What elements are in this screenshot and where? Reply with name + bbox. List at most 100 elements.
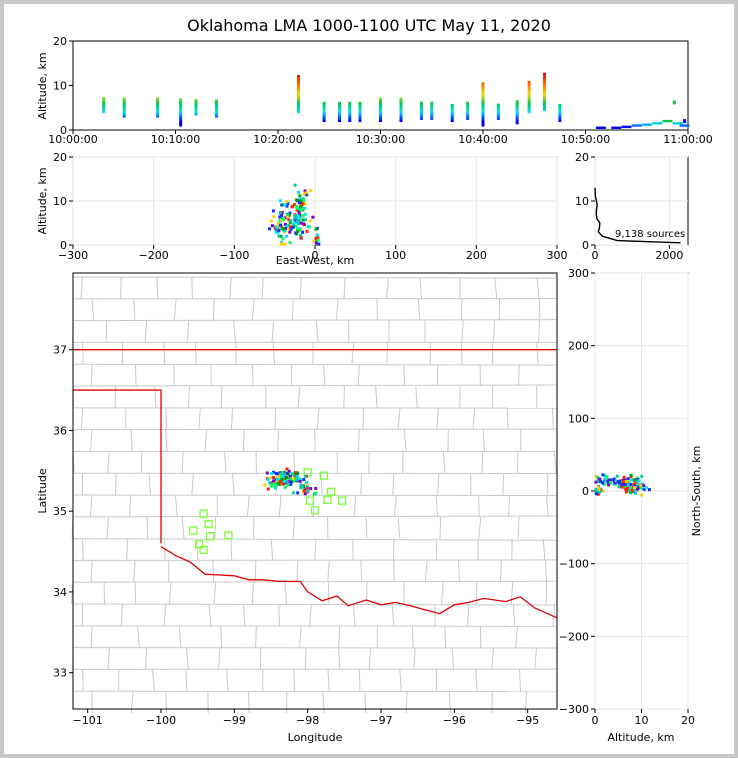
flash-source-mark <box>358 113 362 117</box>
ew-source-mark <box>301 199 305 203</box>
flash-source-mark <box>194 99 198 102</box>
flash-source-mark <box>322 103 326 107</box>
ns-source-mark <box>634 492 638 496</box>
county-line <box>106 516 110 539</box>
flash-source-mark <box>379 115 382 119</box>
flash-source-mark <box>297 78 300 82</box>
flash-source-mark <box>399 119 403 123</box>
hist-tick-label: 10 <box>575 195 589 208</box>
time-tick-label: 10:10:00 <box>151 133 200 146</box>
flash-source-mark <box>466 115 470 118</box>
flash-source-mark <box>481 84 485 87</box>
ns-source-mark <box>617 481 621 485</box>
county-line <box>185 647 189 670</box>
ew-source-mark <box>314 240 318 244</box>
ns-alt-tick-label: 20 <box>681 714 695 727</box>
flash-source-mark <box>179 124 183 127</box>
plan-source-mark <box>294 473 298 477</box>
ns-source-mark <box>595 488 599 492</box>
plan-source-mark <box>291 472 295 476</box>
flash-source-mark <box>466 113 470 116</box>
flash-source-mark <box>399 103 403 107</box>
ns-source-mark <box>613 481 617 485</box>
flash-source-mark <box>420 115 423 118</box>
ew-tick-label: −300 <box>58 249 88 262</box>
county-line <box>327 669 330 692</box>
county-line <box>304 647 307 670</box>
alt-tick-label: 20 <box>53 151 67 164</box>
lma-station-marker <box>199 545 208 555</box>
ns-source-mark <box>629 473 633 477</box>
flash-source-mark <box>297 102 300 106</box>
ew-source-mark <box>269 219 273 223</box>
flash-source-mark <box>156 107 160 110</box>
flash-source-mark <box>215 103 218 106</box>
plan-source-mark <box>276 481 280 485</box>
county-line <box>327 560 330 583</box>
flash-source-mark <box>515 120 519 123</box>
county-line <box>291 298 294 321</box>
ew-source-mark <box>302 222 306 226</box>
ew-source-mark <box>298 216 302 220</box>
ew-source-mark <box>303 212 307 216</box>
flash-source-mark <box>543 100 546 103</box>
plan-source-mark <box>288 479 292 483</box>
time-altitude-marks <box>102 72 690 129</box>
flash-source-mark <box>481 108 485 111</box>
county-line <box>542 538 546 561</box>
ew-source-mark <box>295 208 299 212</box>
county-line <box>72 538 558 541</box>
ew-source-mark <box>287 227 291 231</box>
flash-source-mark <box>297 90 300 94</box>
county-line <box>296 560 299 583</box>
flash-source-mark <box>379 103 382 107</box>
ew-altitude-xlabel: East-West, km <box>276 254 354 267</box>
plan-source-mark <box>277 475 281 479</box>
ns-source-mark <box>616 480 620 484</box>
county-line <box>316 407 320 430</box>
county-line <box>424 560 428 583</box>
ew-source-mark <box>301 214 305 218</box>
flash-source-mark <box>496 103 500 106</box>
ew-altitude-ticks: −300 −200 −100 0 100 200 300 0 10 20 <box>53 151 568 262</box>
ew-source-mark <box>280 203 284 207</box>
plan-source-mark <box>289 480 293 484</box>
county-line <box>322 364 326 387</box>
ew-source-mark <box>299 205 303 209</box>
flash-source-mark <box>379 113 382 117</box>
lon-tick-label: −99 <box>223 714 246 727</box>
county-line <box>508 495 511 517</box>
flash-source-mark <box>379 111 382 115</box>
flash-source-mark <box>156 111 160 114</box>
plan-source-mark <box>279 474 283 478</box>
county-line <box>91 298 95 321</box>
lma-station-marker <box>326 487 336 496</box>
ew-source-mark <box>294 231 298 235</box>
ew-source-mark <box>281 217 285 221</box>
plan-source-mark <box>279 472 283 476</box>
flash-source-mark <box>481 122 485 125</box>
flash-source-mark <box>527 98 531 102</box>
ns-source-mark <box>632 483 636 487</box>
flash-source-mark <box>543 84 546 87</box>
ew-source-mark <box>296 222 300 226</box>
ew-source-mark <box>276 221 280 225</box>
altitude-histogram-ticks: 0 2000 0 10 20 <box>575 151 683 262</box>
flash-source-mark <box>379 119 382 123</box>
flash-source-mark <box>515 112 519 115</box>
flash-source-mark <box>338 101 341 105</box>
ew-source-mark <box>305 193 309 197</box>
flash-source-mark <box>348 113 352 117</box>
flash-source-mark <box>379 117 382 121</box>
county-line <box>246 494 250 517</box>
plan-source-mark <box>283 485 287 489</box>
ns-source-mark <box>596 476 600 480</box>
flash-source-mark <box>322 119 326 123</box>
ns-source-mark <box>625 479 629 483</box>
ns-source-mark <box>606 480 610 484</box>
late-source-mark <box>672 100 676 105</box>
ew-source-mark <box>300 207 304 211</box>
county-line <box>191 473 194 496</box>
lma-station-marker <box>224 531 233 540</box>
flash-source-mark <box>358 119 362 123</box>
